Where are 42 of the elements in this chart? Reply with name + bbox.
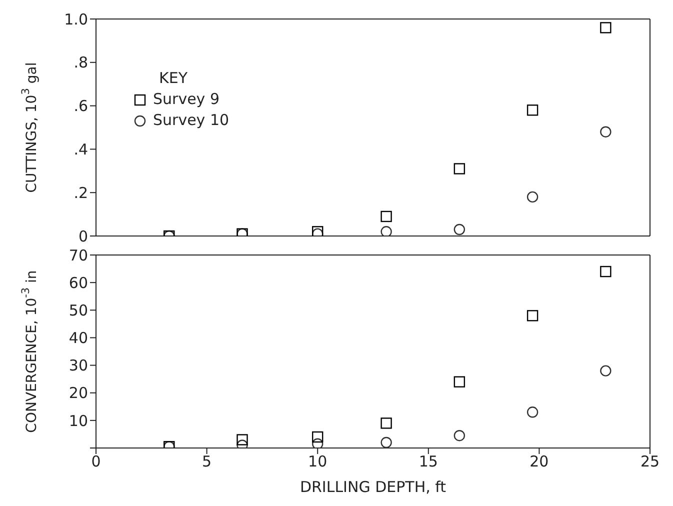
y-tick-label: 30 [68,356,88,375]
x-tick-label: 5 [202,452,212,471]
point [526,191,538,203]
y-tick-label: 1.0 [64,10,88,28]
x-tick-label: 25 [640,452,660,471]
y-tick-label: 50 [68,301,88,320]
x-tick-label: 0 [91,452,101,471]
x-tick-label: 10 [308,452,328,471]
y-tick-label: 20 [68,384,88,402]
point [526,104,538,116]
legend-label: Survey 10 [153,110,230,131]
x-axis-title: DRILLING DEPTH, ft [300,478,446,496]
point [454,224,466,236]
y-tick-label: 40 [68,329,88,348]
point [526,310,538,322]
point [380,210,392,222]
x-tick-label: 20 [530,452,549,471]
point [454,376,466,388]
point [380,418,392,429]
y-tick-label: .6 [74,97,88,116]
y-tick-label: 60 [68,274,88,292]
point [600,365,612,376]
point [312,431,324,443]
y-tick-label: 70 [68,246,88,264]
y-tick-label: 10 [68,412,88,430]
point [236,434,248,446]
y-tick-label: .2 [74,184,88,202]
point [380,436,392,448]
point [454,163,466,174]
point [312,438,324,448]
y-tick-label: .8 [74,54,88,72]
point [600,266,612,278]
point [526,406,538,418]
point [600,126,612,138]
legend-title: KEY [159,68,188,89]
legend-label: Survey 9 [153,89,220,110]
x-tick-label: 15 [418,452,438,471]
y-tick-label: 0 [78,227,88,246]
point [380,226,392,236]
y-tick-label: .4 [74,140,88,159]
point [454,430,466,442]
point [600,22,612,34]
